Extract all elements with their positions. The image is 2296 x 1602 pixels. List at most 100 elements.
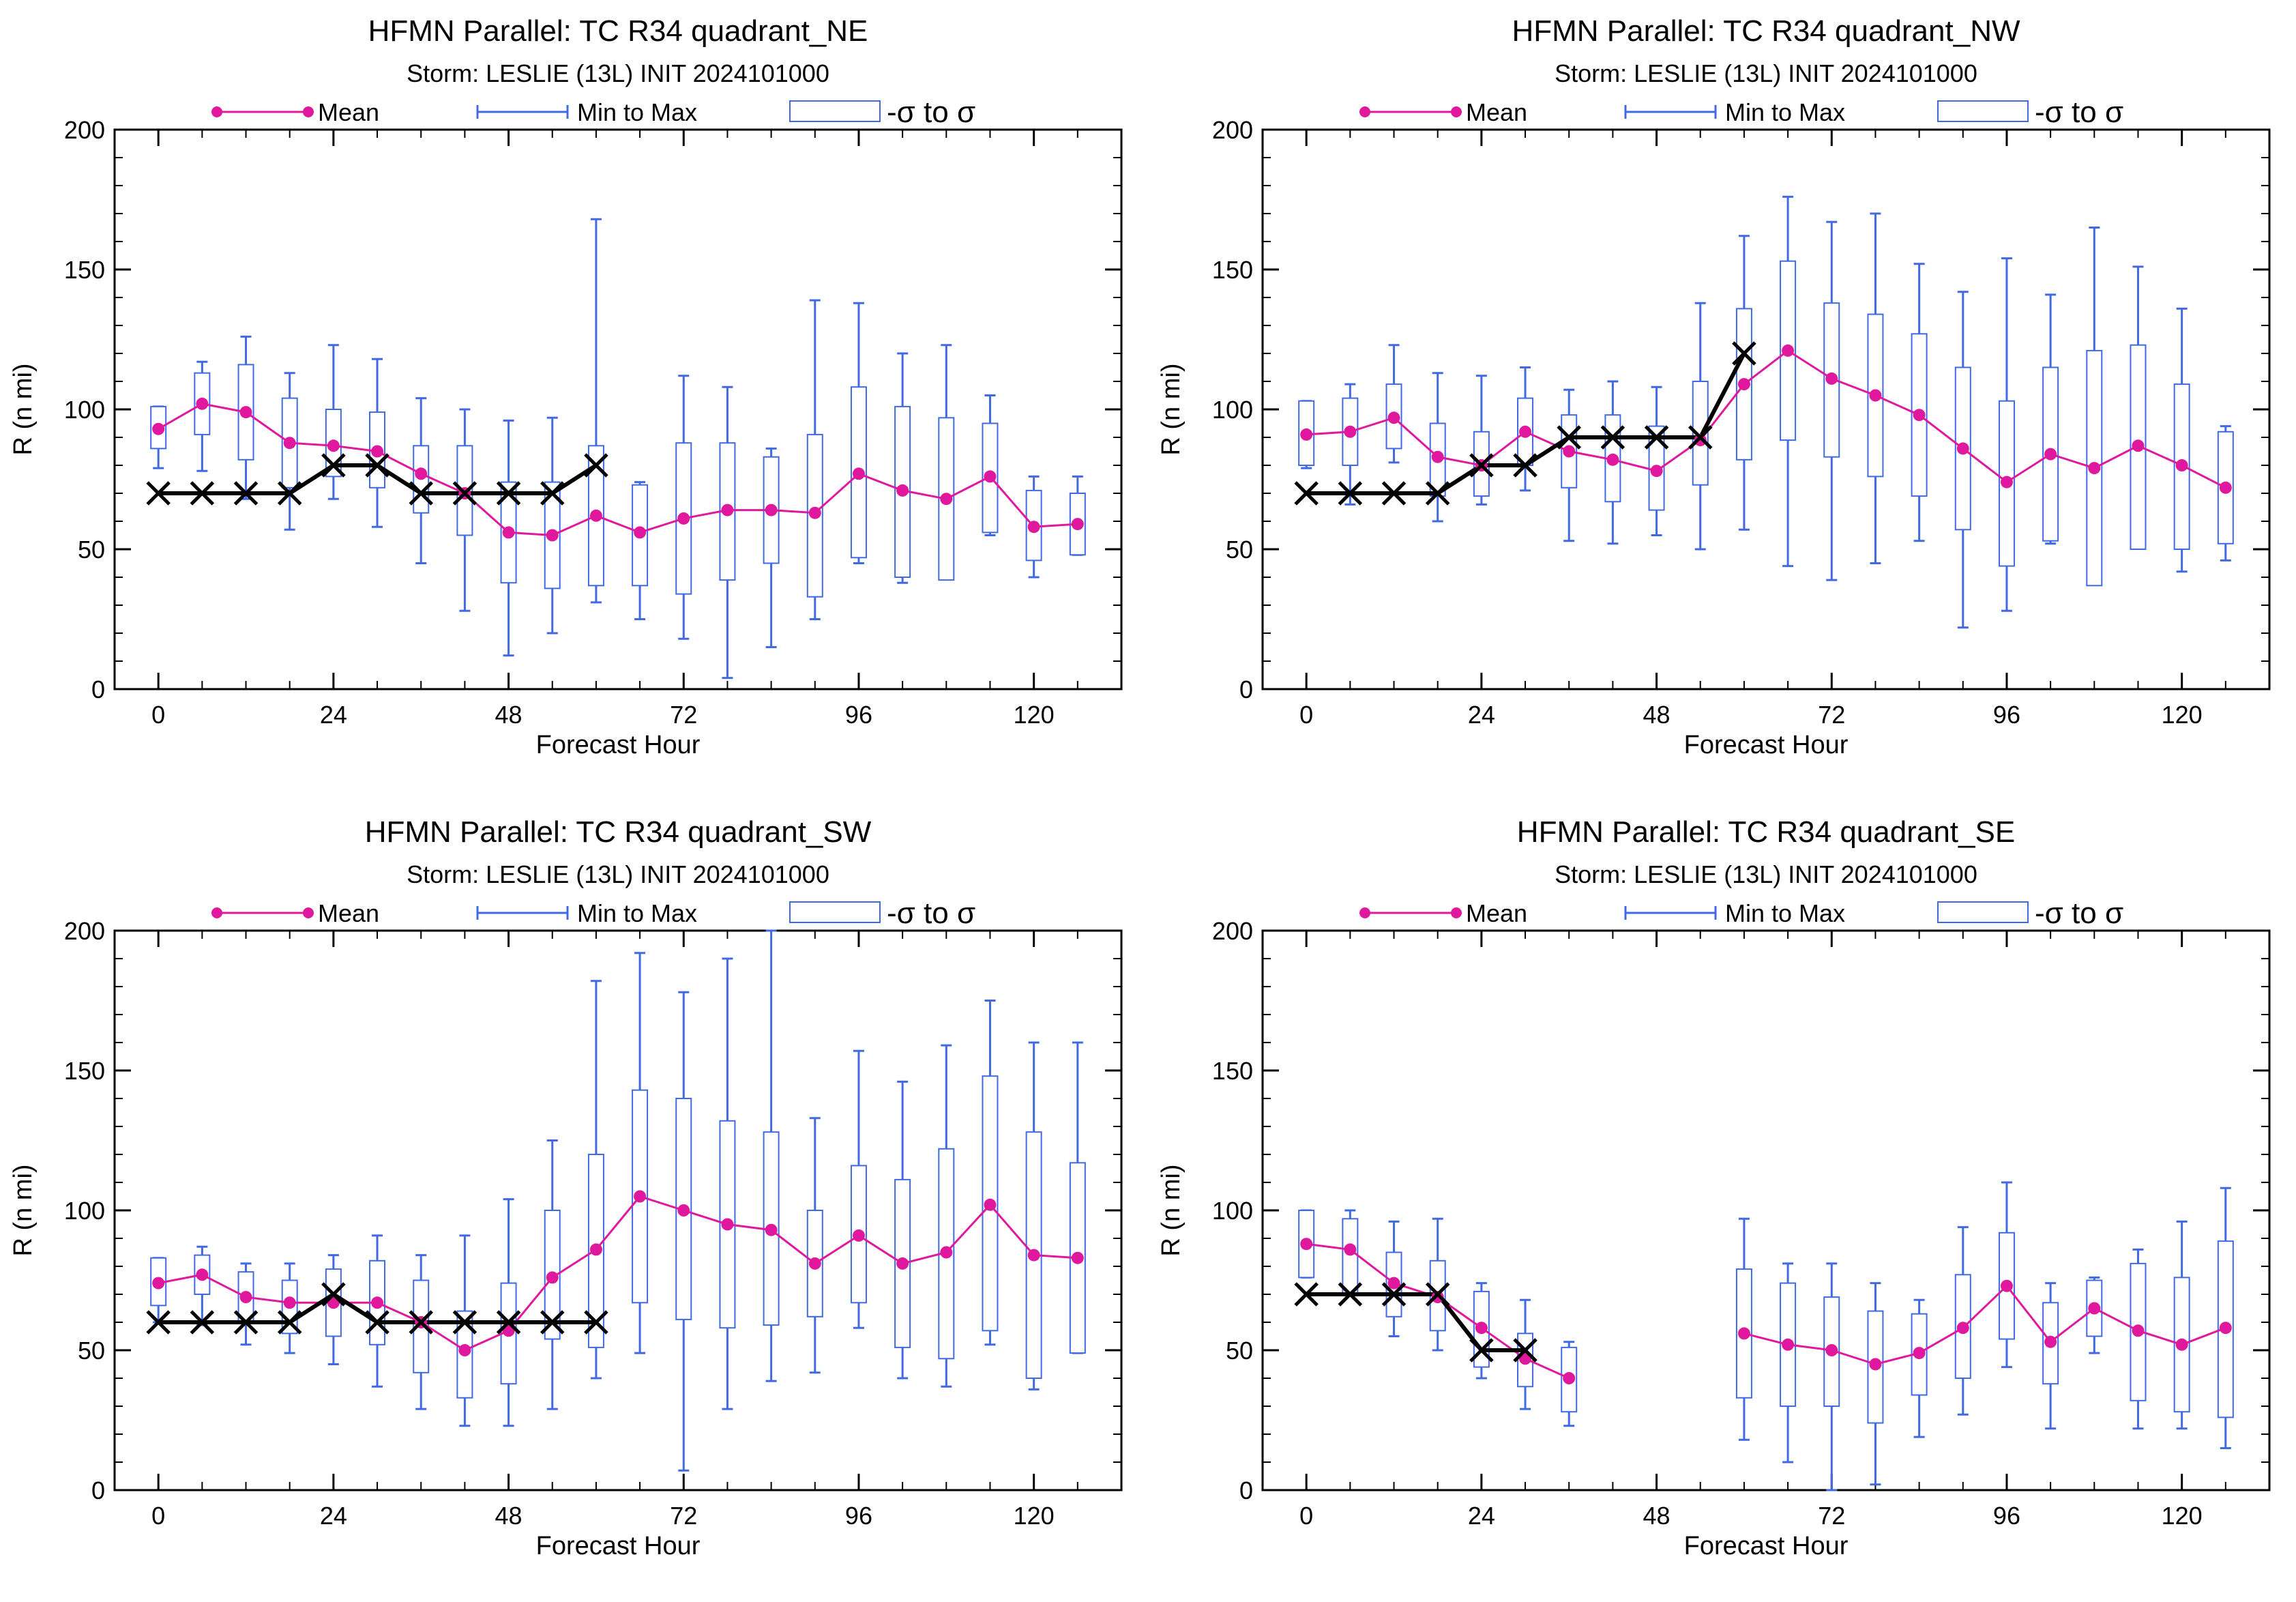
best-track-marker — [1294, 1282, 1319, 1307]
forecast-box-group — [2130, 1248, 2147, 1430]
mean-point — [239, 406, 252, 419]
y-tick-label: 0 — [1239, 675, 1253, 703]
plot-frame — [113, 929, 1123, 1491]
x-axis-label: Forecast Hour — [536, 731, 701, 759]
mean-point — [1737, 1327, 1750, 1340]
forecast-box-group — [413, 397, 430, 564]
forecast-box-group — [194, 1245, 211, 1326]
mean-point — [1344, 425, 1357, 438]
legend-minmax-label: Min to Max — [577, 98, 697, 126]
y-tick-label: 0 — [91, 675, 105, 703]
best-track-marker — [1425, 1282, 1450, 1307]
mean-point — [1869, 389, 1882, 402]
mean-point — [1027, 1249, 1040, 1262]
mean-point — [2044, 448, 2057, 461]
x-tick-label: 0 — [151, 701, 165, 729]
best-track-x-stroke — [1469, 453, 1494, 478]
forecast-box-group — [850, 302, 867, 564]
forecast-box-group — [675, 375, 692, 640]
x-axis-label: Forecast Hour — [1684, 1532, 1849, 1560]
best-track-x-stroke — [452, 1310, 477, 1335]
legend-mean-marker — [211, 907, 222, 918]
best-track-marker — [1381, 481, 1407, 506]
mean-point — [1519, 425, 1532, 438]
best-track-marker — [496, 481, 521, 506]
mean-point — [1387, 411, 1400, 424]
mean-point — [984, 470, 997, 483]
mean-point — [458, 1344, 471, 1356]
chart-subtitle: Storm: LESLIE (13L) INIT 2024101000 — [407, 59, 829, 87]
forecast-box-group — [763, 447, 780, 648]
x-tick-label: 24 — [1468, 701, 1495, 729]
x-tick-label: 96 — [845, 701, 872, 729]
forecast-box-group — [2130, 265, 2147, 550]
mean-point — [502, 526, 515, 539]
best-track-x-stroke — [321, 1282, 346, 1307]
y-tick-label: 50 — [78, 536, 105, 564]
x-tick-label: 48 — [1643, 701, 1671, 729]
best-track-marker — [365, 453, 389, 478]
mean-point — [1563, 445, 1576, 458]
mean-point — [852, 467, 865, 480]
forecast-box-group — [150, 405, 167, 469]
best-track-x-stroke — [1381, 1282, 1407, 1307]
y-tick-label: 0 — [1239, 1476, 1253, 1504]
forecast-box-group — [1473, 375, 1490, 506]
legend-sigma-box — [789, 100, 881, 122]
forecast-box-group — [719, 957, 736, 1410]
forecast-box-group — [1385, 344, 1402, 464]
mean-point — [765, 1223, 778, 1236]
best-track-x-stroke — [1732, 341, 1756, 366]
x-tick-label: 96 — [845, 1502, 872, 1530]
best-track-marker — [1425, 481, 1450, 506]
forecast-box-group — [456, 1234, 473, 1427]
best-track-x-stroke — [496, 481, 521, 506]
best-track-x-stroke — [277, 481, 302, 506]
best-track-x-stroke — [321, 453, 346, 478]
mean-point — [1300, 1238, 1313, 1251]
best-track-x-stroke — [277, 1310, 302, 1335]
forecast-box-group — [325, 344, 342, 500]
forecast-box-group — [1954, 1226, 1971, 1416]
y-axis-label: R (n mi) — [1157, 1164, 1186, 1256]
forecast-box-group — [894, 1080, 911, 1380]
forecast-box-group — [632, 952, 649, 1354]
mean-point — [1387, 1277, 1400, 1290]
forecast-box-group — [1780, 1262, 1797, 1463]
chart-panel-ne: HFMN Parallel: TC R34 quadrant_NE Storm:… — [9, 14, 1123, 759]
mean-point — [852, 1229, 865, 1242]
mean-point — [1431, 450, 1444, 463]
x-tick-label: 72 — [670, 1502, 697, 1530]
legend-sigma-label: -σ to σ — [2035, 897, 2123, 930]
forecast-box-group — [1998, 257, 2015, 612]
forecast-box-group — [500, 1198, 517, 1427]
x-tick-label: 0 — [1299, 1502, 1313, 1530]
plot-frame — [1261, 929, 2271, 1491]
mean-point — [1737, 378, 1750, 391]
best-track-x-stroke — [584, 453, 608, 478]
best-track-x-stroke — [1557, 425, 1581, 450]
legend-mean-marker — [303, 907, 314, 918]
chart-subtitle: Storm: LESLIE (13L) INIT 2024101000 — [1555, 860, 1977, 888]
x-tick-label: 48 — [495, 1502, 523, 1530]
legend-mean-label: Mean — [1466, 98, 1527, 126]
chart-subtitle: Storm: LESLIE (13L) INIT 2024101000 — [407, 860, 829, 888]
legend — [211, 100, 881, 122]
mean-point — [196, 397, 209, 410]
forecast-box-group — [675, 991, 692, 1472]
x-tick-label: 72 — [1818, 1502, 1845, 1530]
mean-point — [152, 1277, 165, 1290]
mean-point — [1071, 518, 1084, 531]
mean-point — [1563, 1372, 1576, 1384]
y-tick-label: 50 — [1226, 536, 1253, 564]
mean-line — [1743, 1284, 2226, 1366]
mean-point — [808, 1257, 821, 1270]
mean-point — [546, 529, 559, 542]
forecast-box-group — [1025, 1041, 1042, 1390]
forecast-box-group — [544, 416, 561, 635]
best-track-marker — [452, 1310, 477, 1335]
best-track-x-stroke — [1600, 425, 1625, 450]
legend-mean-marker — [303, 106, 314, 117]
legend-mean-label: Mean — [318, 98, 379, 126]
